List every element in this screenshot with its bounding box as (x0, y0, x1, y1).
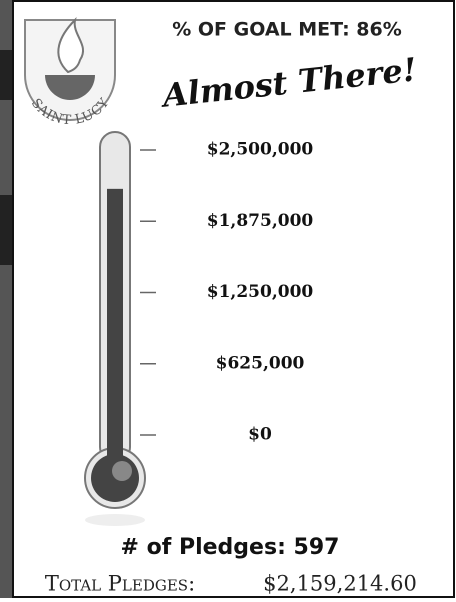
tick-label: $625,000 (216, 353, 305, 373)
total-label: Total Pledges: (45, 572, 195, 596)
logo: SAINT LUCY (25, 20, 115, 128)
pledge-count: # of Pledges: 597 (121, 535, 340, 560)
shadow (85, 514, 145, 526)
mercury (107, 189, 123, 478)
bulb-highlight (112, 461, 132, 481)
tick-label: $1,875,000 (207, 211, 314, 231)
chart: SAINT LUCY % OF GOAL MET: 86% Almost The… (0, 0, 456, 598)
total-value: $2,159,214.60 (263, 572, 417, 596)
tick-label: $2,500,000 (207, 140, 314, 160)
tick-label: $1,250,000 (207, 282, 314, 302)
background-strip (0, 50, 12, 100)
background-strip (0, 195, 12, 265)
chart-title: % OF GOAL MET: 86% (172, 19, 402, 41)
page: SAINT LUCY % OF GOAL MET: 86% Almost The… (0, 0, 456, 598)
tick-label: $0 (248, 425, 272, 445)
